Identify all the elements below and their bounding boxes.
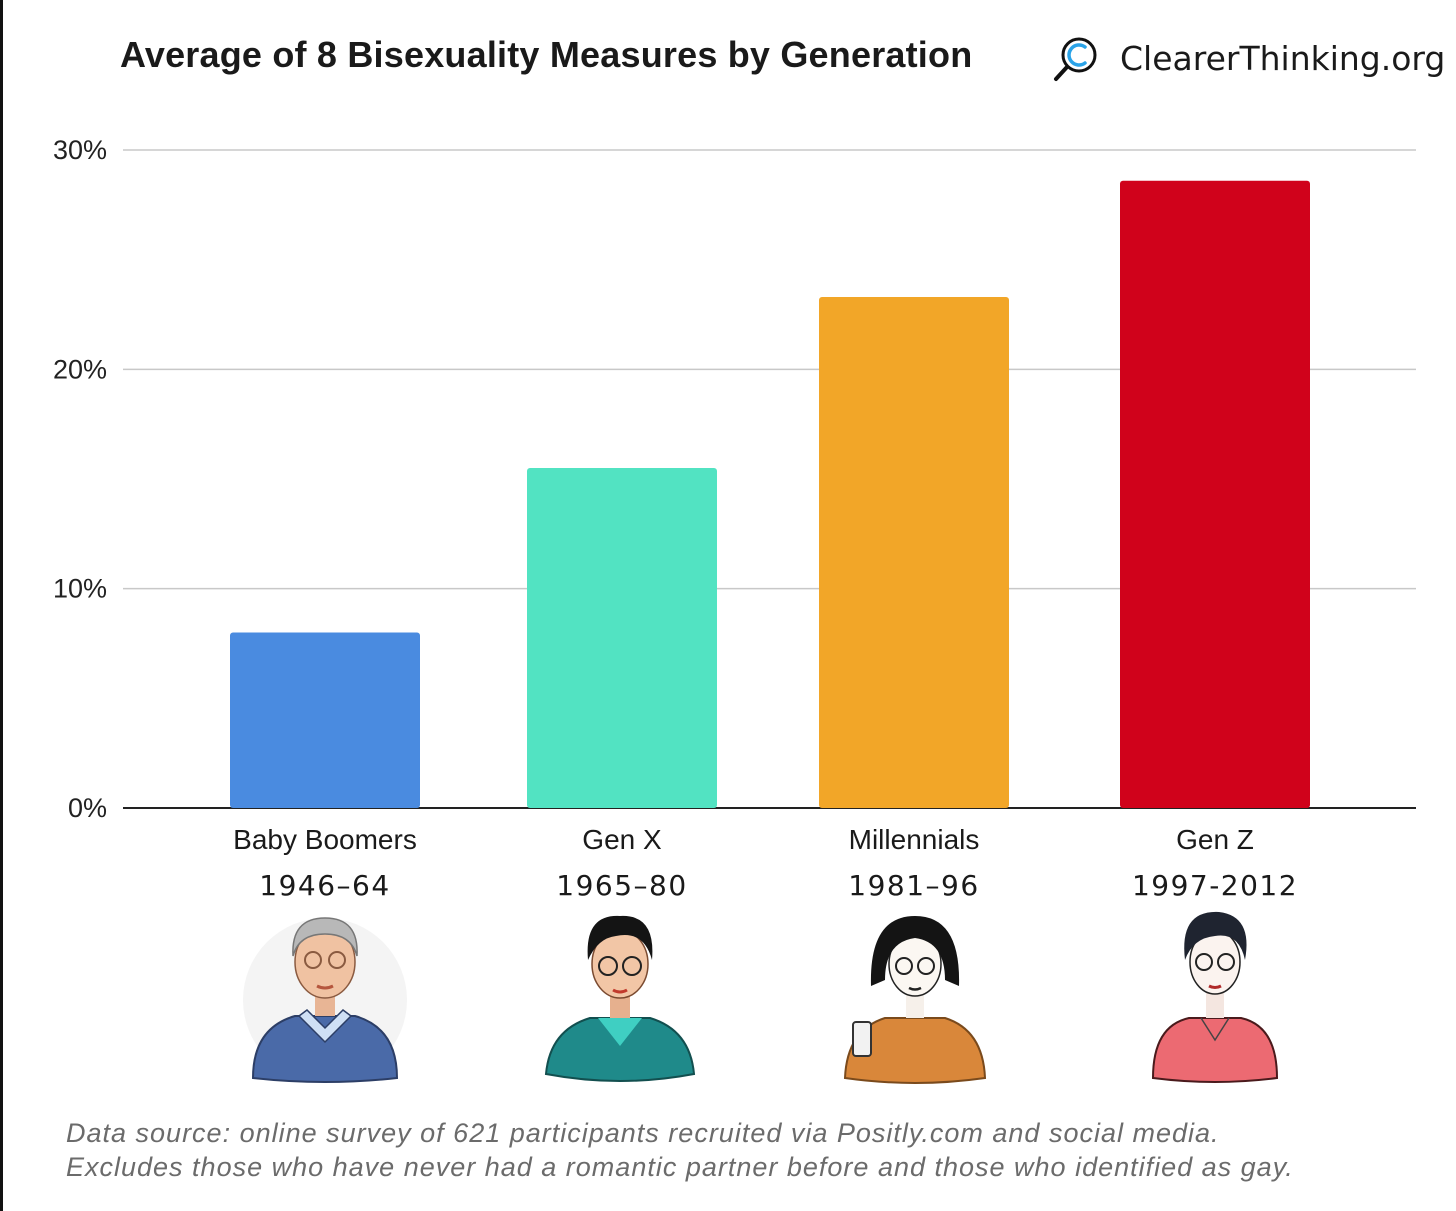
x-category-label: Millennials: [849, 824, 980, 855]
y-tick-label: 10%: [53, 574, 107, 604]
y-tick-label: 20%: [53, 354, 107, 384]
x-category-years-label: 1946–64: [259, 869, 390, 902]
x-category-label: Gen X: [582, 824, 662, 855]
y-tick-label: 0%: [68, 793, 107, 823]
genz-person-avatar-icon: [1151, 911, 1279, 1083]
x-category-years-label: 1965–80: [556, 869, 687, 902]
magnifier-c-logo-icon: [1054, 37, 1097, 81]
x-category-years-label: 1981–96: [848, 869, 979, 902]
genx-man-avatar-icon: [544, 915, 696, 1082]
brand-logo[interactable]: ClearerThinking.org: [1052, 30, 1445, 86]
y-tick-label: 30%: [53, 135, 107, 165]
x-category-label: Baby Boomers: [233, 824, 417, 855]
older-man-avatar-icon: [243, 917, 407, 1083]
chart-title: Average of 8 Bisexuality Measures by Gen…: [120, 34, 973, 75]
x-category-label: Gen Z: [1176, 824, 1254, 855]
millennial-woman-avatar-icon: [843, 916, 987, 1084]
footnote: Data source: online survey of 621 partic…: [66, 1116, 1446, 1184]
footnote-line-2: Excludes those who have never had a roma…: [66, 1152, 1294, 1182]
bar-millennials[interactable]: [819, 296, 1009, 808]
brand-name: ClearerThinking.org: [1120, 38, 1446, 78]
bar-gen-x[interactable]: [527, 468, 717, 808]
bar-baby-boomers[interactable]: [230, 632, 420, 808]
x-category-years-label: 1997-2012: [1132, 869, 1298, 902]
bar-gen-z[interactable]: [1120, 180, 1310, 808]
left-edge-border: [0, 0, 3, 1211]
footnote-line-1: Data source: online survey of 621 partic…: [66, 1118, 1220, 1148]
